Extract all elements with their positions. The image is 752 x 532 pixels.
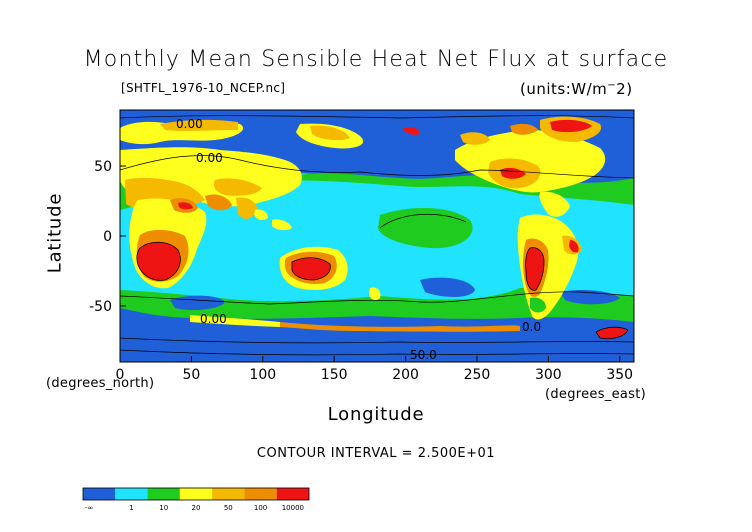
heatmap-field [120,110,634,362]
field-africa-horn-red [178,202,193,210]
colorbar-frame [82,487,310,501]
x-tick-label: 150 [321,367,348,383]
colorbar-segment [83,488,116,500]
contour-label: 0.00 [196,151,223,165]
field-ocean-band-south [120,288,634,322]
field-south-america-east-red [569,240,579,253]
contour-line [120,155,634,179]
colorbar-label: -∞ [85,504,93,512]
field-antarctic-coast [280,322,520,332]
x-tick-label: 300 [535,367,562,383]
field-southern-blue-2 [420,277,475,297]
x-tick-label: 350 [606,367,633,383]
contour-interval-label: CONTOUR INTERVAL = 2.500E+01 [256,446,496,461]
field-indonesia-2 [272,219,292,231]
field-china [258,168,300,194]
contour-label: 50.0 [410,348,437,362]
contour-line [120,337,634,344]
field-canada-red [404,127,420,135]
colorbar-segment [147,488,180,500]
contour-line [120,349,634,356]
x-tick-label: 250 [464,367,491,383]
colorbar-label: 10000 [282,504,304,512]
field-antarctic-coast-yellow [190,315,280,327]
field-south-america-red [525,247,545,291]
contour-lines [120,115,634,356]
y-axis: -50 0 50 [89,159,126,315]
colorbar-label: 50 [224,504,233,512]
y-axis-unit: (degrees_north) [46,376,155,391]
y-axis-title: Latitude [44,192,66,274]
x-axis-title: Longitude [327,404,425,425]
y-tick-label: 50 [94,159,112,175]
colorbar-label: 100 [254,504,267,512]
file-name-label: [SHTFL_1976-10_NCEP.nc] [121,81,286,95]
colorbar-label: 10 [159,504,168,512]
colorbar: -∞ 1 10 20 50 100 10000 [82,487,310,512]
colorbar-segment [276,488,309,500]
field-tibet-orange [213,178,262,196]
y-tick-label: -50 [89,299,112,315]
field-central-america [539,191,570,217]
x-tick-label: 200 [392,367,419,383]
field-indonesia-1 [254,209,268,221]
x-axis-unit: (degrees_east) [545,387,647,402]
colorbar-segment [244,488,277,500]
field-greenland-red [550,119,592,133]
field-alaska [460,132,490,145]
field-new-zealand [369,287,381,301]
colorbar-label: 20 [192,504,201,512]
x-axis: 0 50 100 150 200 250 300 350 [116,356,633,383]
y-tick-label: 0 [103,229,112,245]
contour-label: 0.0 [522,320,541,334]
units-label: (units:W/m−2) [520,80,633,98]
field-india [236,197,258,219]
contour-line [379,213,467,229]
colorbar-label: 1 [129,504,133,512]
field-arctic-land-orange [160,119,238,131]
colorbar-segment [115,488,148,500]
contour-labels: 0.00 0.00 0.00 0.0 50.0 [176,117,541,362]
field-patagonia [530,297,546,313]
contour-line [120,115,634,119]
contour-label: 0.00 [200,312,227,326]
contour-label: 0.00 [176,117,203,131]
field-ocean-band-north [120,155,634,210]
field-eurasia-north-orange [310,125,350,141]
colorbar-segment [179,488,213,500]
field-arabia [205,194,232,211]
field-ocean-band-central [378,208,473,249]
x-tick-label: 50 [182,367,200,383]
contour-line [120,291,634,305]
field-canada-orange [510,123,538,135]
field-australia-red [291,257,331,281]
field-antarctica-red [595,326,629,340]
chart-title: Monthly Mean Sensible Heat Net Flux at s… [83,47,669,72]
colorbar-segment [212,488,245,500]
field-africa-red [136,241,181,281]
x-tick-label: 0 [116,367,125,383]
x-tick-label: 100 [249,367,276,383]
